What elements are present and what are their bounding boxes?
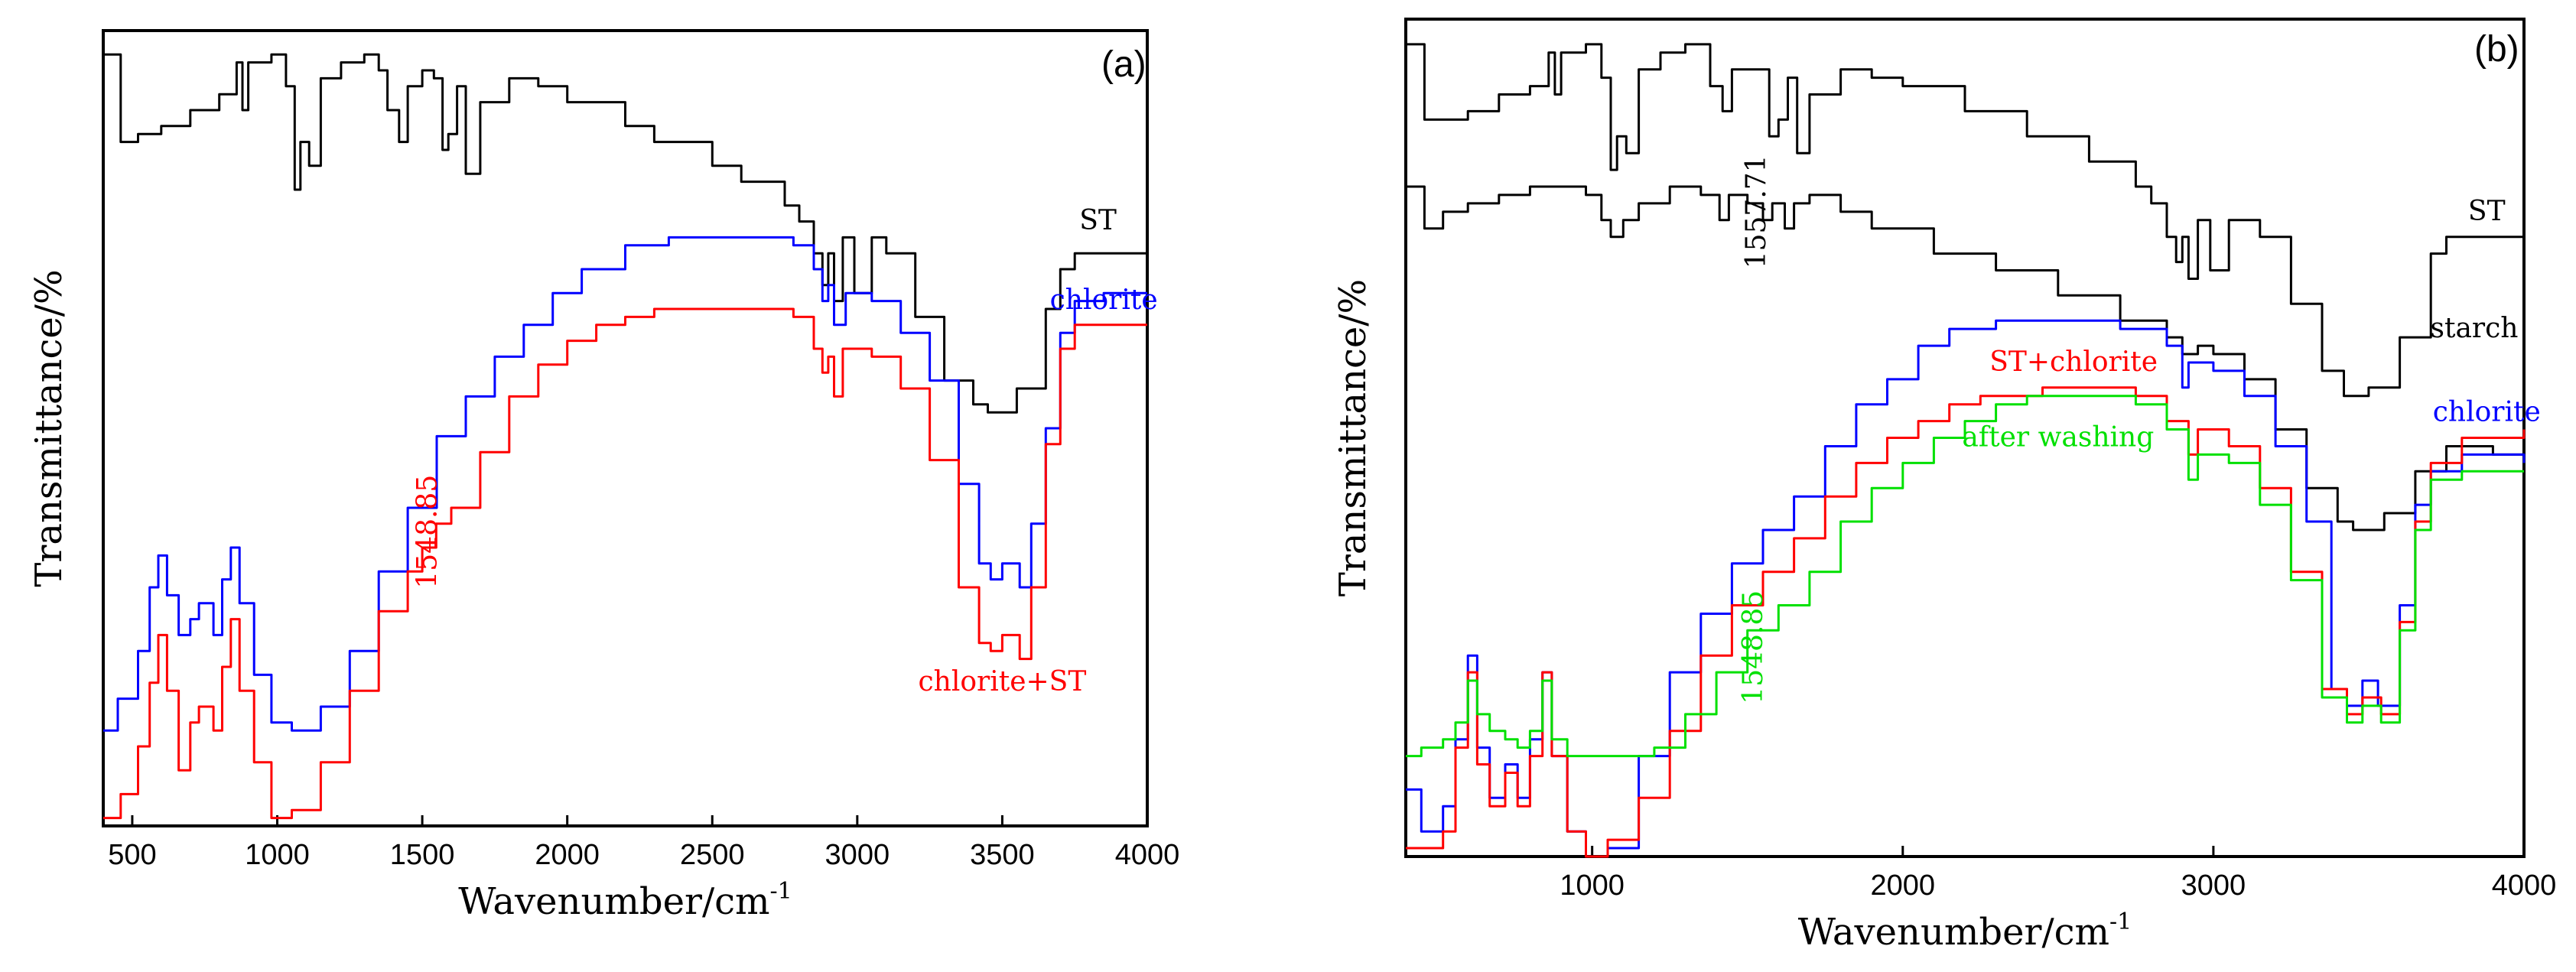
series-line-chlorite bbox=[103, 236, 1147, 732]
x-tick-label: 2500 bbox=[680, 839, 745, 871]
x-tick-label: 2000 bbox=[1871, 870, 1936, 902]
panel-label: (b) bbox=[2474, 29, 2519, 70]
series-line-st-chlorite bbox=[1406, 386, 2526, 858]
annotation-st-chlorite: ST+chlorite bbox=[1989, 346, 2158, 378]
series-line-st bbox=[1406, 43, 2526, 398]
x-axis-label: Wavenumber/cm-1 bbox=[458, 878, 792, 923]
series-line-starch bbox=[1406, 185, 2526, 532]
series-line-chlorite-st bbox=[103, 307, 1147, 820]
series-line-chlorite bbox=[1406, 319, 2526, 858]
panel-label: (a) bbox=[1101, 44, 1147, 85]
x-tick-label: 1000 bbox=[245, 839, 310, 871]
annotation-st: ST bbox=[1079, 205, 1117, 236]
annotation-1557-71: 1557.71 bbox=[1741, 154, 1772, 268]
x-tick-label: 500 bbox=[108, 839, 156, 871]
x-tick-label: 3500 bbox=[970, 839, 1035, 871]
x-tick-label: 3000 bbox=[2181, 870, 2246, 902]
chart-panel-b: 1000 2000 3000 4000 Wavenumber/cm-1 Transmitt… bbox=[1332, 18, 2557, 954]
annotation-chlorite-st: chlorite+ST bbox=[918, 666, 1086, 697]
y-axis-label: Transmittance/% bbox=[28, 269, 70, 587]
series-line-after-washing bbox=[1406, 395, 2524, 758]
x-axis-label-superscript: -1 bbox=[770, 878, 792, 905]
x-tick-label: 1000 bbox=[1560, 870, 1625, 902]
series-line-st bbox=[103, 53, 1149, 414]
x-tick-label: 4000 bbox=[2492, 870, 2557, 902]
x-axis-label-superscript: -1 bbox=[2109, 909, 2132, 935]
y-axis-label: Transmittance/% bbox=[1332, 279, 1374, 597]
annotation-starch: starch bbox=[2431, 313, 2519, 344]
annotation-chlorite: chlorite bbox=[2433, 397, 2541, 428]
x-tick-label: 4000 bbox=[1115, 839, 1180, 871]
chart-panel-a: 500 1000 1500 2000 2500 3000 3500 4000 Wavenumbe… bbox=[28, 29, 1180, 923]
x-tick-label: 1500 bbox=[390, 839, 455, 871]
annotation-1548-85: 1548.85 bbox=[1738, 590, 1769, 704]
annotation-chlorite: chlorite bbox=[1050, 284, 1158, 316]
x-tick-label: 3000 bbox=[825, 839, 890, 871]
annotation-st: ST bbox=[2468, 196, 2506, 227]
x-tick-label: 2000 bbox=[535, 839, 600, 871]
plot-frame bbox=[102, 29, 1149, 827]
annotation-after-washing: after washing bbox=[1962, 421, 2154, 453]
x-axis-label: Wavenumber/cm-1 bbox=[1798, 909, 2132, 954]
annotation-1548-85: 1548.85 bbox=[411, 475, 443, 589]
